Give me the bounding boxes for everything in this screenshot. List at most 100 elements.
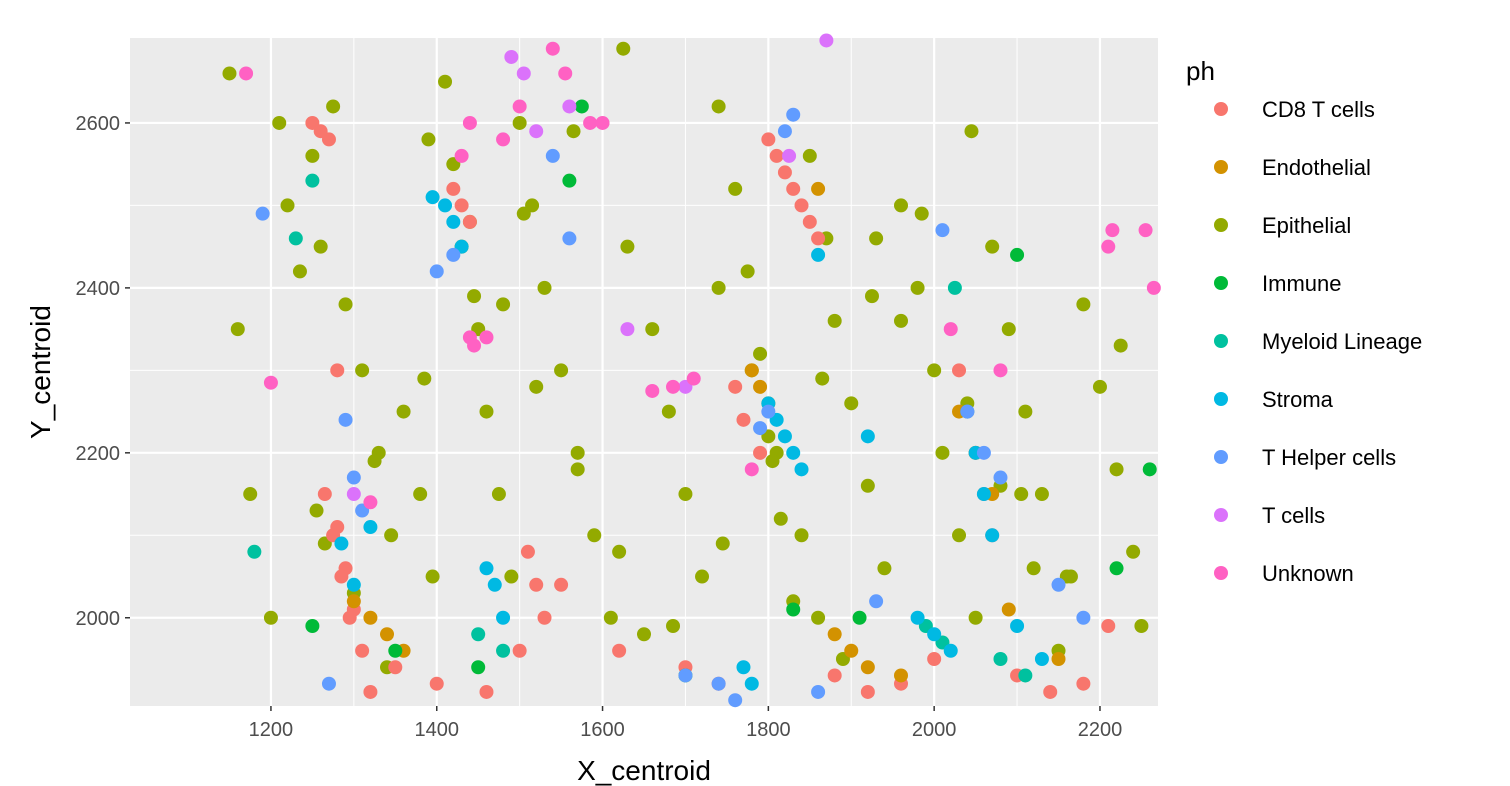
data-point bbox=[1076, 610, 1091, 625]
legend-title: ph bbox=[1186, 56, 1215, 86]
series-stroma bbox=[334, 190, 1049, 691]
data-point bbox=[272, 115, 287, 130]
x-tick-label: 2200 bbox=[1078, 719, 1123, 741]
legend-label: Immune bbox=[1262, 271, 1341, 296]
legend-item: T Helper cells bbox=[1214, 445, 1396, 470]
data-point bbox=[562, 173, 577, 188]
legend-swatch bbox=[1214, 450, 1228, 464]
data-point bbox=[753, 421, 768, 436]
legend-item: Epithelial bbox=[1214, 213, 1351, 238]
data-point bbox=[728, 181, 743, 196]
legend-item: T cells bbox=[1214, 503, 1325, 528]
data-point bbox=[715, 536, 730, 551]
legend-swatch bbox=[1214, 566, 1228, 580]
data-point bbox=[429, 676, 444, 691]
data-point bbox=[446, 181, 461, 196]
data-point bbox=[993, 651, 1008, 666]
data-point bbox=[1051, 577, 1066, 592]
data-point bbox=[943, 643, 958, 658]
data-point bbox=[346, 594, 361, 609]
data-point bbox=[545, 41, 560, 56]
data-point bbox=[479, 404, 494, 419]
data-point bbox=[1101, 239, 1116, 254]
data-point bbox=[645, 383, 660, 398]
data-point bbox=[305, 173, 320, 188]
data-point bbox=[558, 66, 573, 81]
data-point bbox=[616, 41, 631, 56]
data-point bbox=[765, 454, 780, 469]
data-point bbox=[421, 132, 436, 147]
data-point bbox=[317, 487, 332, 502]
data-point bbox=[782, 148, 797, 163]
data-point bbox=[346, 470, 361, 485]
data-point bbox=[446, 247, 461, 262]
grid-lines bbox=[130, 38, 1158, 706]
legend-label: Endothelial bbox=[1262, 155, 1371, 180]
data-point bbox=[612, 643, 627, 658]
data-point bbox=[811, 610, 826, 625]
data-point bbox=[637, 627, 651, 642]
data-point bbox=[777, 429, 792, 444]
data-point bbox=[1001, 602, 1016, 617]
data-point bbox=[438, 198, 453, 213]
data-point bbox=[686, 371, 701, 386]
data-point bbox=[309, 503, 324, 518]
data-point bbox=[786, 181, 801, 196]
data-point bbox=[1105, 223, 1120, 238]
data-point bbox=[566, 124, 581, 139]
legend-swatch bbox=[1214, 392, 1228, 406]
data-point bbox=[894, 668, 908, 683]
data-point bbox=[516, 66, 531, 81]
data-point bbox=[363, 610, 378, 625]
data-point bbox=[467, 338, 482, 353]
data-point bbox=[852, 610, 867, 625]
data-point bbox=[487, 577, 502, 592]
data-point bbox=[744, 363, 759, 378]
data-point bbox=[952, 363, 967, 378]
data-point bbox=[471, 660, 486, 675]
data-point bbox=[429, 264, 444, 279]
x-tick-label: 1400 bbox=[414, 719, 459, 741]
data-point bbox=[827, 627, 842, 642]
data-point bbox=[976, 487, 991, 502]
data-point bbox=[968, 610, 983, 625]
y-tick-label: 2200 bbox=[76, 443, 121, 465]
data-point bbox=[479, 561, 494, 576]
legend-label: Stroma bbox=[1262, 387, 1334, 412]
data-point bbox=[1109, 561, 1124, 576]
y-tick-label: 2400 bbox=[76, 278, 121, 300]
data-point bbox=[773, 511, 788, 526]
data-point bbox=[815, 371, 830, 386]
legend-label: CD8 T cells bbox=[1262, 97, 1375, 122]
y-axis-ticks: 2000 2200 2400 2600 bbox=[76, 113, 130, 630]
data-point bbox=[363, 520, 378, 535]
data-point bbox=[413, 487, 428, 502]
legend-item: Immune bbox=[1214, 271, 1341, 296]
data-point bbox=[280, 198, 295, 213]
data-point bbox=[1076, 297, 1091, 312]
data-point bbox=[794, 198, 809, 213]
data-point bbox=[338, 412, 353, 427]
data-point bbox=[467, 289, 482, 304]
data-point bbox=[802, 214, 817, 229]
data-point bbox=[761, 404, 776, 419]
data-point bbox=[512, 643, 527, 658]
legend: CD8 T cells Endothelial Epithelial Immune My… bbox=[1214, 97, 1422, 586]
legend-item: Stroma bbox=[1214, 387, 1334, 412]
data-point bbox=[877, 561, 892, 576]
data-point bbox=[562, 99, 577, 114]
data-point bbox=[753, 379, 768, 394]
data-point bbox=[695, 569, 710, 584]
data-point bbox=[910, 280, 925, 295]
data-point bbox=[811, 231, 826, 246]
data-point bbox=[777, 124, 792, 139]
legend-item: Endothelial bbox=[1214, 155, 1371, 180]
data-point bbox=[711, 280, 726, 295]
data-point bbox=[645, 322, 660, 337]
data-point bbox=[570, 462, 585, 477]
data-point bbox=[243, 487, 258, 502]
data-point bbox=[943, 322, 958, 337]
data-point bbox=[736, 660, 751, 675]
data-point bbox=[952, 528, 967, 543]
data-point bbox=[479, 330, 494, 345]
